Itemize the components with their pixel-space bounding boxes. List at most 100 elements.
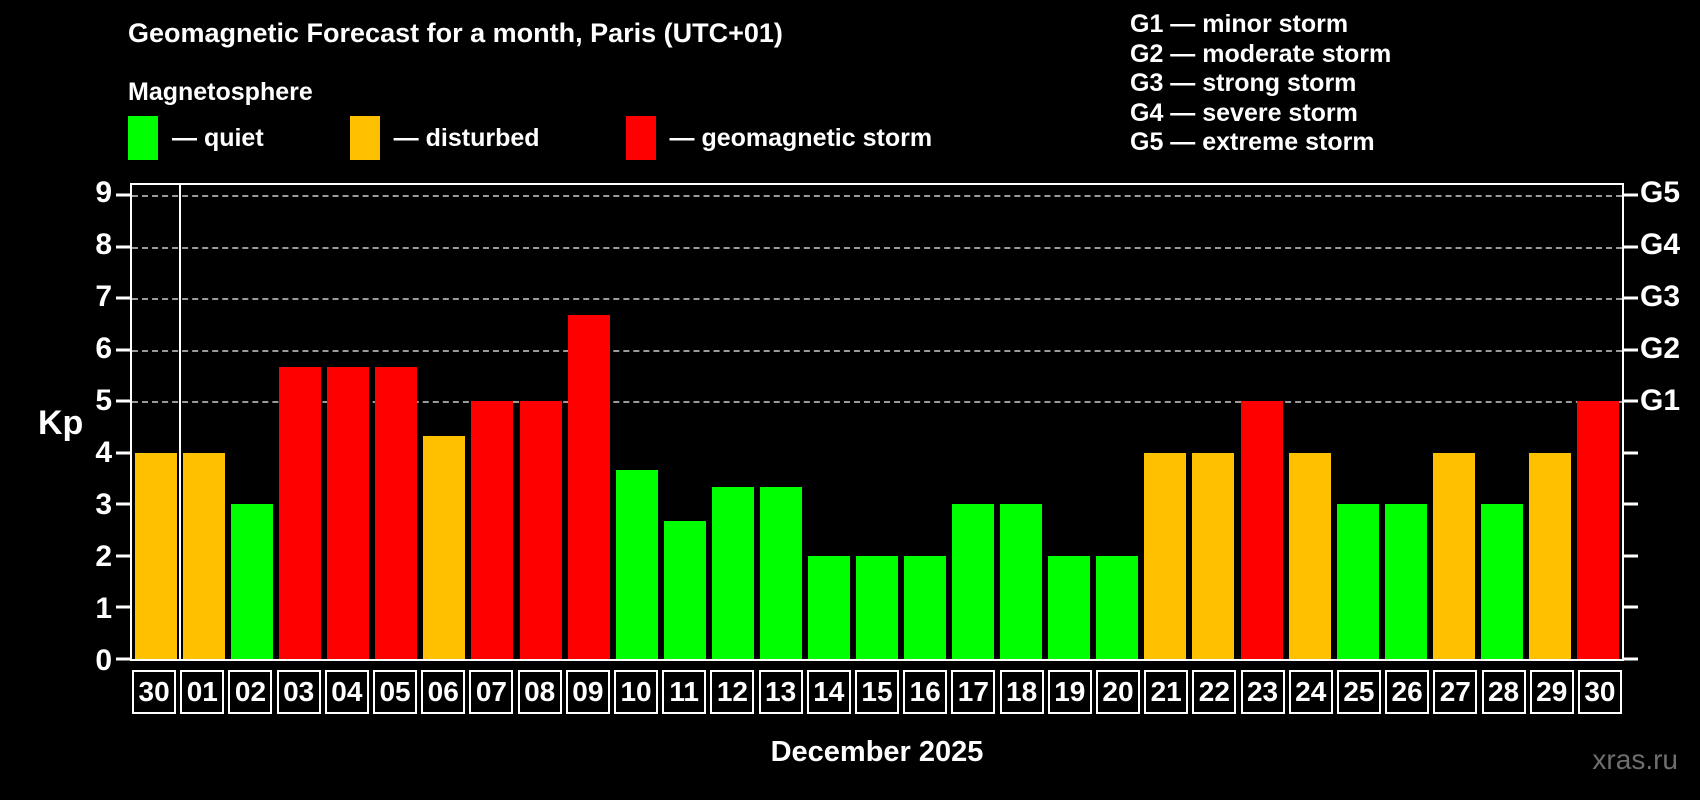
bar-day-08: [519, 401, 562, 659]
bar-day-20: [1096, 555, 1139, 659]
y-tick-left-2: [116, 554, 130, 558]
x-label-day-05: 05: [373, 670, 418, 714]
gridline-kp5: [132, 401, 1622, 404]
bar-day-15: [856, 555, 898, 659]
chart-title: Geomagnetic Forecast for a month, Paris …: [128, 18, 783, 48]
legend-swatch-storm: [625, 116, 656, 160]
y-axis-labels: 0 1 2 3 4 5 6 7 8 9: [0, 176, 122, 677]
bar-day-02: [231, 504, 274, 659]
x-label-day-01: 01: [180, 670, 225, 714]
x-label-day-28: 28: [1481, 670, 1526, 714]
y-tick-right-4: [1624, 451, 1638, 455]
y-tick-label-4: 4: [95, 436, 112, 470]
g-tick-label-g2: G2: [1640, 332, 1681, 366]
bar-day-13: [759, 487, 802, 659]
y-tick-label-0: 0: [95, 644, 112, 677]
bar-day-16: [904, 555, 947, 659]
bar-day-10: [615, 469, 658, 659]
storm-scale-line-g1: G1 — minor storm: [1130, 10, 1349, 38]
legend-item-quiet: — quiet: [128, 116, 264, 160]
storm-scale-line-g3: G3 — strong storm: [1130, 69, 1357, 98]
y-tick-label-9: 9: [95, 176, 112, 210]
y-tick-right-0: [1624, 657, 1638, 661]
x-label-day-12: 12: [710, 670, 755, 714]
x-label-day-02: 02: [228, 670, 273, 714]
bar-day-11: [663, 521, 706, 659]
gridline-kp9: [132, 195, 1622, 198]
status-legend: — quiet — disturbed — geomagnetic storm: [128, 116, 932, 160]
y-tick-left-4: [116, 451, 130, 455]
bar-day-30-prev: [135, 452, 178, 659]
y-tick-right-7: [1624, 296, 1638, 300]
bar-day-12: [711, 487, 754, 659]
x-label-day-15: 15: [855, 670, 899, 714]
legend-swatch-quiet: [128, 116, 158, 160]
y-tick-right-2: [1624, 554, 1638, 558]
y-tick-left-9: [116, 193, 130, 197]
g-tick-label-g3: G3: [1640, 280, 1681, 314]
x-label-day-25: 25: [1336, 670, 1381, 714]
y-tick-label-2: 2: [95, 540, 112, 574]
bar-day-23: [1240, 401, 1283, 659]
bar-day-17: [952, 504, 995, 659]
y-tick-right-9: [1624, 193, 1638, 197]
bar-day-29: [1528, 452, 1571, 659]
g-tick-label-g4: G4: [1640, 228, 1681, 262]
bar-day-25: [1336, 504, 1379, 659]
storm-scale-line-g4: G4 — severe storm: [1130, 98, 1358, 127]
bar-day-01: [183, 452, 226, 659]
bar-day-06: [423, 435, 466, 659]
legend-label-storm: — geomagnetic storm: [669, 123, 933, 152]
x-label-day-10: 10: [614, 670, 659, 714]
y-tick-right-3: [1624, 502, 1638, 506]
y-tick-left-3: [116, 502, 130, 506]
x-label-day-11: 11: [662, 670, 707, 714]
y-tick-right-8: [1624, 245, 1638, 249]
y-tick-right-1: [1624, 605, 1638, 609]
y-tick-label-6: 6: [95, 332, 112, 366]
storm-scale-line-g2: G2 — moderate storm: [1130, 39, 1392, 68]
bar-day-28: [1480, 504, 1523, 659]
legend-swatch-disturbed: [349, 116, 380, 160]
legend-label-disturbed: — disturbed: [393, 123, 540, 152]
x-label-day-21: 21: [1144, 670, 1189, 714]
x-label-day-14: 14: [806, 670, 851, 714]
x-label-day-24: 24: [1288, 670, 1333, 714]
x-label-day-27: 27: [1433, 670, 1478, 714]
x-label-day-20: 20: [1095, 670, 1140, 714]
x-label-day-22: 22: [1192, 670, 1237, 714]
y-tick-left-8: [116, 245, 130, 249]
bar-day-24: [1288, 452, 1331, 659]
storm-scale-line-g5: G5 — extreme storm: [1130, 128, 1375, 157]
y-tick-left-7: [116, 296, 130, 300]
legend-label-quiet: — quiet: [172, 123, 264, 152]
watermark: xras.ru: [1592, 744, 1678, 775]
magnetosphere-label: Magnetosphere: [128, 78, 313, 106]
y-tick-label-8: 8: [95, 228, 112, 262]
bar-day-05: [375, 366, 418, 659]
g-tick-label-g5: G5: [1640, 176, 1681, 210]
bar-day-03: [279, 366, 322, 659]
x-label-day-30: 30: [1577, 670, 1622, 714]
x-label-day-17: 17: [951, 670, 996, 714]
x-label-day-18: 18: [999, 670, 1044, 714]
x-label-day-03: 03: [276, 670, 321, 714]
x-label-day-26: 26: [1385, 670, 1430, 714]
y-tick-right-6: [1624, 348, 1638, 352]
month-separator-line: [179, 185, 182, 659]
bar-day-26: [1384, 504, 1427, 659]
bar-day-09: [567, 315, 610, 659]
x-label-day-29: 29: [1529, 670, 1574, 714]
x-label-day-13: 13: [758, 670, 803, 714]
bar-day-22: [1192, 452, 1235, 659]
bar-day-27: [1432, 452, 1475, 659]
x-label-day-19: 19: [1047, 670, 1092, 714]
y-tick-left-5: [116, 399, 130, 403]
y-axis-title: Kp: [38, 404, 84, 442]
gridline-kp7: [132, 298, 1622, 301]
bar-day-18: [1000, 504, 1043, 659]
x-label-day-07: 07: [469, 670, 514, 714]
storm-scale-legend: G1 — minor storm G2 — moderate storm G3 — …: [1130, 10, 1391, 158]
g-tick-label-g1: G1: [1640, 384, 1681, 418]
x-label-day-06: 06: [421, 670, 466, 714]
